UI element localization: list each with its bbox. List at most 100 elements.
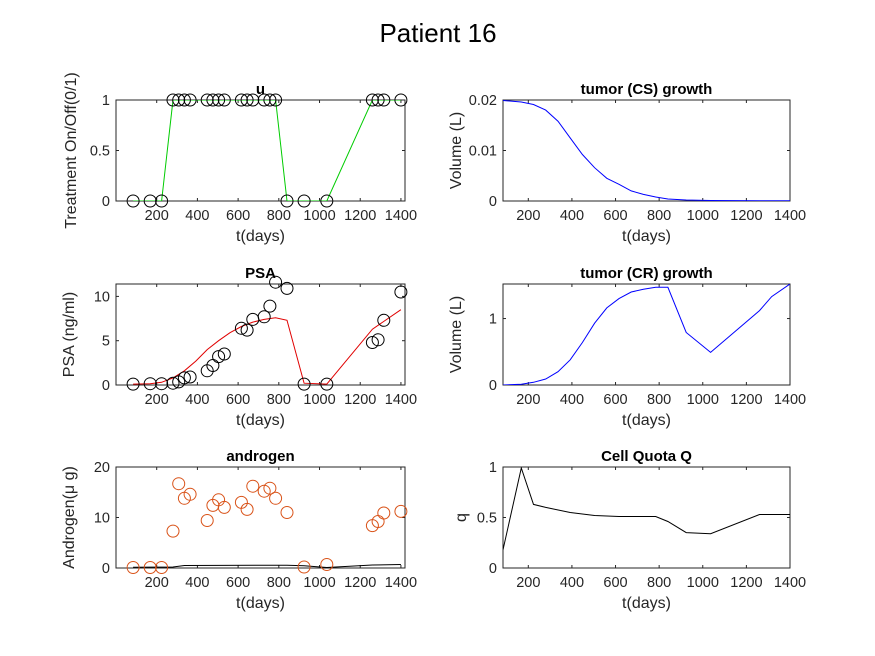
y-axis-label: Volume (L) <box>448 112 465 189</box>
y-tick-label: 0.5 <box>90 144 110 160</box>
axes-layer: 200 400 600 800 1000 1200 140000.51ut(days)Tre… <box>61 72 806 612</box>
data-point <box>234 93 248 107</box>
subplot-title: u <box>256 81 265 98</box>
data-point <box>280 194 294 208</box>
data-point <box>166 93 180 107</box>
x-tick-label: 1400 <box>774 208 806 224</box>
x-tick-label: 600 <box>226 208 250 224</box>
y-tick-label: 0.01 <box>469 144 497 160</box>
data-point <box>217 93 231 107</box>
data-point <box>263 93 277 107</box>
data-point <box>240 93 254 107</box>
x-tick-label: 800 <box>267 575 291 591</box>
x-axis-label: t(days) <box>622 412 671 429</box>
data-point <box>320 558 334 571</box>
subplot-cs: 200 400 600 800 1000 1200 1400 0 0.01 0.02 tumor (… <box>448 81 806 245</box>
series-line <box>133 100 401 201</box>
data-point <box>166 524 180 538</box>
x-axis-label: t(days) <box>236 595 285 612</box>
y-tick-label: 0 <box>102 194 110 210</box>
data-point <box>155 377 169 391</box>
x-tick-label: 1200 <box>730 392 762 408</box>
x-tick-label: 200 <box>516 392 540 408</box>
x-tick-label: 1400 <box>774 575 806 591</box>
plot-area <box>502 99 791 202</box>
y-axis-label: Androgen(μ g) <box>61 466 78 569</box>
data-point <box>394 504 408 518</box>
y-tick-label: 10 <box>94 289 110 305</box>
subplot-title: tumor (CS) growth <box>581 81 713 98</box>
x-tick-label: 1000 <box>303 392 335 408</box>
data-point <box>320 377 334 391</box>
x-tick-label: 200 <box>516 575 540 591</box>
y-tick-label: 1 <box>489 312 497 328</box>
x-tick-label: 800 <box>647 575 671 591</box>
data-point <box>365 336 379 349</box>
data-point <box>365 93 379 107</box>
plot-area <box>115 466 406 569</box>
y-tick-label: 1 <box>102 93 110 109</box>
data-point <box>240 502 254 516</box>
x-tick-label: 1200 <box>344 208 376 224</box>
data-point <box>166 376 180 390</box>
data-point <box>257 93 271 107</box>
y-tick-label: 5 <box>102 334 110 350</box>
series-line <box>133 564 401 568</box>
data-point <box>371 93 385 107</box>
y-tick-label: 0 <box>489 194 497 210</box>
data-point <box>377 313 391 327</box>
series-line <box>503 467 790 550</box>
subplot-cr: 200 400 600 800 1000 1200 1400 0 1 tumor (CR) gro… <box>448 265 806 429</box>
data-point <box>377 93 391 107</box>
plot-area <box>502 283 791 386</box>
y-tick-label: 1 <box>489 460 497 476</box>
x-tick-label: 1200 <box>344 575 376 591</box>
subplot-title: Cell Quota Q <box>601 448 692 465</box>
x-axis-label: t(days) <box>622 228 671 245</box>
series-line <box>503 100 790 201</box>
x-tick-label: 600 <box>226 392 250 408</box>
data-point <box>155 194 169 208</box>
x-tick-label: 1000 <box>687 575 719 591</box>
data-point <box>320 194 334 208</box>
data-point <box>200 93 214 107</box>
y-tick-label: 0 <box>102 561 110 577</box>
y-tick-label: 10 <box>94 511 110 527</box>
data-point <box>269 93 283 107</box>
subplot-title: tumor (CR) growth <box>580 265 712 282</box>
x-tick-label: 200 <box>145 208 169 224</box>
subplot-u: 200 400 600 800 1000 1200 1400 0 0.5 1 u t(days) Tre… <box>63 72 417 245</box>
x-tick-label: 200 <box>145 392 169 408</box>
data-point <box>155 561 169 574</box>
data-point <box>200 514 214 527</box>
x-tick-label: 200 <box>516 208 540 224</box>
y-tick-label: 0 <box>489 561 497 577</box>
y-tick-label: 0 <box>102 378 110 394</box>
data-point <box>394 93 408 107</box>
data-point <box>217 347 231 361</box>
data-point <box>172 477 186 491</box>
data-point <box>280 281 294 295</box>
data-point <box>126 561 140 574</box>
data-point <box>212 350 226 364</box>
x-tick-label: 200 <box>145 575 169 591</box>
x-tick-label: 800 <box>267 392 291 408</box>
data-point <box>297 194 311 208</box>
data-point <box>269 275 283 289</box>
figure-title: Patient 16 <box>379 18 496 48</box>
subplot-quota: 200 400 600 800 1000 1200 1400 0 0.5 1 Cell Quota … <box>453 448 806 612</box>
x-tick-label: 400 <box>185 392 209 408</box>
data-point <box>183 370 197 384</box>
x-tick-label: 1000 <box>303 575 335 591</box>
data-point <box>297 560 311 574</box>
data-point <box>257 310 271 324</box>
data-point <box>263 299 277 313</box>
x-tick-label: 800 <box>267 208 291 224</box>
data-point <box>172 93 186 107</box>
data-point <box>143 561 157 574</box>
plot-area <box>115 283 406 386</box>
x-tick-label: 1000 <box>303 208 335 224</box>
data-point <box>394 285 408 299</box>
data-point <box>206 93 220 107</box>
